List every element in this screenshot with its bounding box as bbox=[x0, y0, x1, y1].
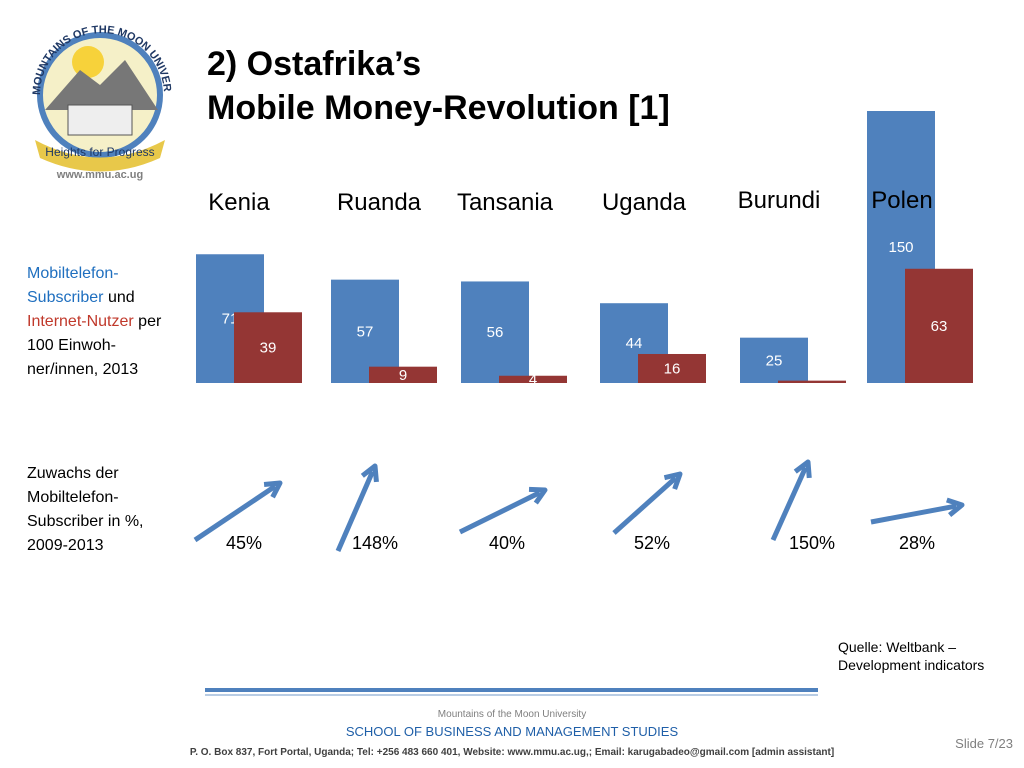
data-label: 39 bbox=[260, 340, 277, 357]
bar bbox=[461, 281, 529, 383]
category-label: Ruanda bbox=[337, 189, 422, 216]
growth-label: 148% bbox=[352, 533, 398, 553]
footer-address: P. O. Box 837, Fort Portal, Uganda; Tel:… bbox=[190, 747, 834, 758]
y-label: Mobiltelefon-Subscriber und Internet-Nut… bbox=[27, 262, 169, 382]
data-label: 9 bbox=[399, 367, 407, 384]
data-label: 4 bbox=[529, 371, 537, 388]
logo-motto: Heights for Progress bbox=[45, 145, 154, 159]
growth-label: 45% bbox=[226, 533, 262, 553]
title: 2) Ostafrika’s bbox=[207, 45, 421, 83]
growth-arrowhead bbox=[663, 471, 683, 490]
footer-school: SCHOOL OF BUSINESS AND MANAGEMENT STUDIE… bbox=[346, 724, 679, 739]
data-label: 44 bbox=[626, 335, 643, 352]
growth-arrow bbox=[612, 476, 678, 535]
series-name: Mobiltelefon-Subscriber bbox=[27, 265, 119, 306]
growth-label: 40% bbox=[489, 533, 525, 553]
growth-arrow bbox=[335, 470, 375, 552]
series-name: Internet-Nutzer bbox=[27, 313, 134, 330]
growth-arrowhead bbox=[528, 486, 548, 505]
bar bbox=[778, 380, 846, 383]
growth-arrowhead bbox=[360, 463, 379, 483]
category-label: Kenia bbox=[208, 189, 270, 216]
slide-number: Slide 7/23 bbox=[955, 736, 1013, 751]
growth-label: 150% bbox=[789, 533, 835, 553]
data-label: 57 bbox=[357, 323, 374, 340]
bar bbox=[638, 353, 706, 383]
growth-arrowhead bbox=[793, 459, 812, 479]
growth-arrowhead bbox=[946, 497, 965, 518]
growth-arrow bbox=[193, 484, 277, 543]
logo: MOUNTAINS OF THE MOON UNIVERSITY Heights… bbox=[0, 0, 173, 181]
growth-arrow bbox=[458, 490, 541, 535]
logo-url: www.mmu.ac.ug bbox=[56, 169, 143, 181]
category-label: Uganda bbox=[602, 189, 687, 216]
growth-label: 52% bbox=[634, 533, 670, 553]
bar bbox=[234, 312, 302, 383]
bar bbox=[331, 279, 399, 383]
label-rest: per 100 Einwoh-ner/innen, 2013 bbox=[27, 313, 162, 378]
growth-arrow bbox=[770, 466, 808, 542]
data-label: 25 bbox=[766, 352, 783, 369]
data-label: 56 bbox=[487, 324, 504, 341]
label-join: und bbox=[107, 289, 135, 306]
bar bbox=[499, 375, 567, 383]
category-label: Polen bbox=[871, 187, 932, 214]
bar bbox=[369, 366, 437, 383]
source: Quelle: Weltbank – Development indicator… bbox=[838, 639, 985, 673]
data-label: 150 bbox=[888, 239, 913, 256]
growth-label: 28% bbox=[899, 533, 935, 553]
growth-arrow bbox=[870, 503, 957, 525]
growth-label: Zuwachs der Mobiltelefon-Subscriber in %… bbox=[27, 465, 144, 554]
data-label: 63 bbox=[931, 318, 948, 335]
category-label: Burundi bbox=[738, 187, 821, 214]
bar bbox=[905, 268, 973, 383]
growth-arrowhead bbox=[263, 480, 283, 499]
bar bbox=[740, 337, 808, 383]
title: Mobile Money-Revolution [1] bbox=[207, 89, 670, 127]
data-label: 16 bbox=[664, 360, 681, 377]
category-label: Tansania bbox=[457, 189, 554, 216]
footer-university: Mountains of the Moon University bbox=[438, 709, 586, 720]
